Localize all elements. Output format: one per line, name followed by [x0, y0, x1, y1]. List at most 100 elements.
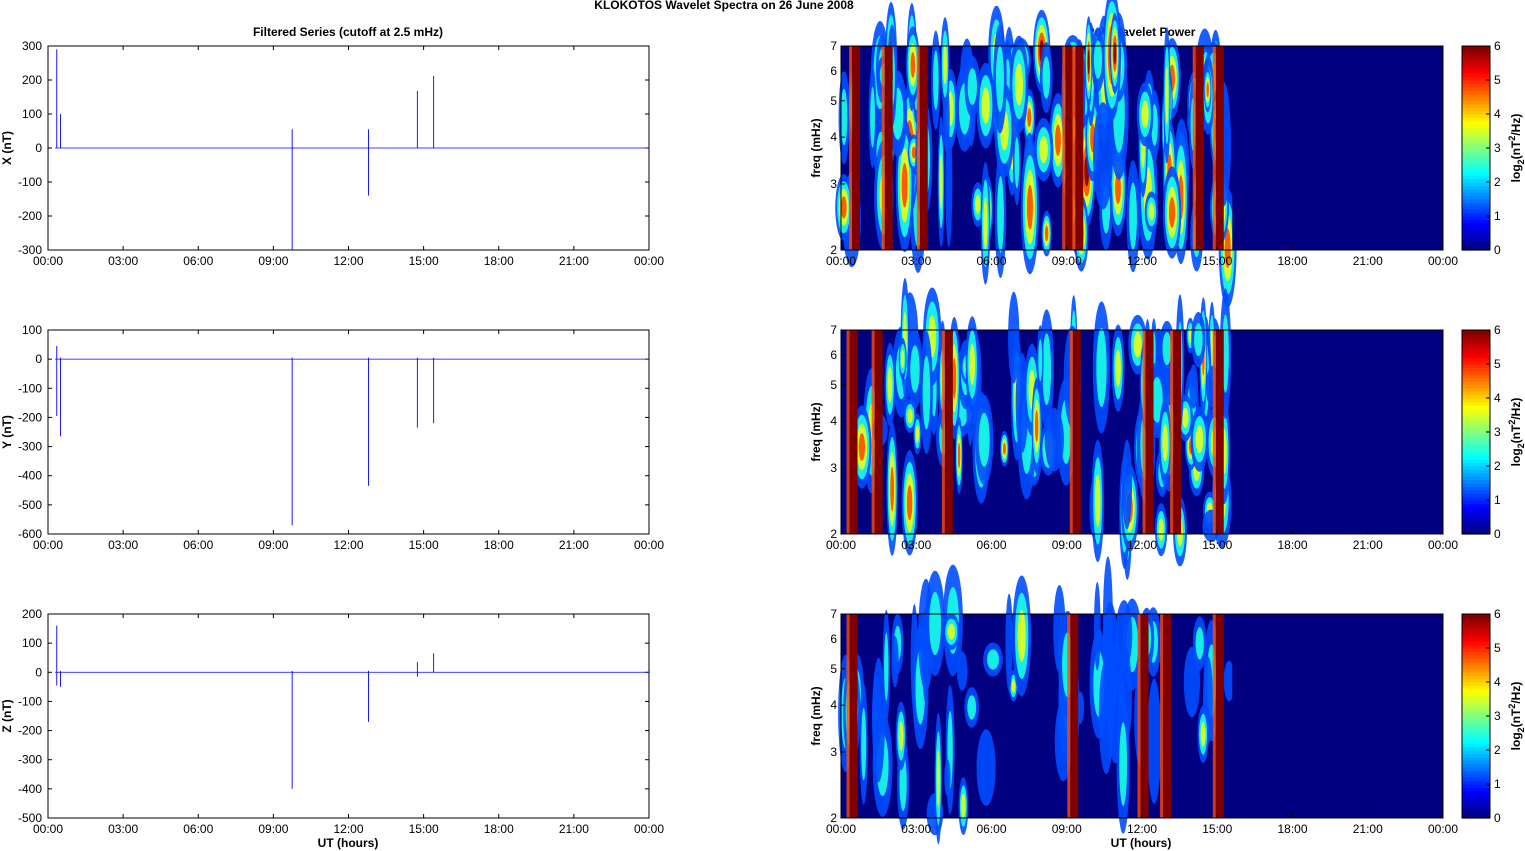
x-tick-label: 09:00 [1052, 538, 1082, 552]
x-tick-label: 12:00 [333, 538, 363, 552]
x-tick-label: 15:00 [1202, 822, 1232, 836]
heatmap-cell [1034, 410, 1039, 443]
x-tick-label: 00:00 [634, 822, 664, 836]
heatmap-cell [1094, 581, 1101, 671]
colorbar-swatch [1462, 658, 1490, 663]
colorbar-swatch [1462, 486, 1490, 491]
x-tick-label: 18:00 [484, 254, 514, 268]
heatmap-cell [900, 349, 905, 368]
colorbar-label-part: /Hz) [1509, 682, 1523, 704]
heatmap-quiet-region [1232, 614, 1443, 818]
colorbar-tick-label: 5 [1494, 357, 1501, 371]
colorbar-tick-label: 2 [1494, 175, 1501, 189]
y-tick-label: 100 [22, 323, 42, 337]
colorbar-swatch [1462, 790, 1490, 795]
heatmap-cell [1042, 56, 1051, 99]
heatmap-cell [1027, 107, 1032, 127]
colorbar-swatch [1462, 705, 1490, 710]
left-xlabel: UT (hours) [318, 836, 379, 850]
colorbar-swatch [1462, 709, 1490, 714]
heatmap-cell [944, 759, 951, 797]
colorbar-tick-label: 0 [1494, 811, 1501, 825]
heatmap-cell [1133, 331, 1142, 358]
colorbar-swatch [1462, 442, 1490, 447]
colorbar-tick-label: 4 [1494, 675, 1501, 689]
y-tick-label: -400 [18, 782, 42, 796]
colorbar-swatch [1462, 476, 1490, 481]
colorbar-swatch [1462, 503, 1490, 508]
heatmap-band [919, 46, 928, 250]
heatmap-cell [1026, 184, 1033, 230]
heatmap-band-edge [846, 614, 850, 818]
heatmap-cell [907, 408, 913, 424]
colorbar-swatch [1462, 120, 1490, 125]
colorbar-swatch [1462, 66, 1490, 71]
y-tick-label: -300 [18, 753, 42, 767]
heatmap-band-edge [846, 330, 850, 534]
x-tick-label: 00:00 [1428, 254, 1458, 268]
colorbar-swatch [1462, 148, 1490, 152]
colorbar-swatch [1462, 199, 1490, 203]
y-tick-label: -100 [18, 175, 42, 189]
colorbar-swatch [1462, 411, 1490, 416]
heatmap-quiet-region [1232, 330, 1443, 534]
heatmap-cell [1141, 100, 1149, 128]
heatmap-cell [1162, 331, 1172, 366]
x-tick-label: 03:00 [901, 254, 931, 268]
heatmap-cell [943, 44, 947, 85]
colorbar-swatch [1462, 83, 1490, 88]
heatmap-cell [952, 357, 957, 399]
colorbar-swatch [1462, 784, 1490, 788]
heatmap-cell [906, 485, 913, 521]
y-tick-label: 7 [830, 607, 837, 621]
heatmap-cell [1206, 82, 1209, 98]
heatmap-cell [1210, 328, 1214, 368]
heatmap-cell [1224, 228, 1231, 268]
heatmap-cell [1098, 658, 1114, 775]
heatmap-cell [1223, 660, 1235, 702]
x-tick-label: 12:00 [333, 822, 363, 836]
colorbar-swatch [1462, 637, 1490, 642]
heatmap-cell [1188, 327, 1193, 344]
colorbar-swatch [1462, 63, 1490, 67]
x-tick-label: 09:00 [258, 538, 288, 552]
x-tick-label: 03:00 [108, 538, 138, 552]
colorbar-swatch [1462, 107, 1490, 112]
y-tick-label: 7 [830, 39, 837, 53]
heatmap-band [1215, 330, 1224, 534]
colorbar-swatch [1462, 103, 1490, 108]
colorbar-tick-label: 6 [1494, 39, 1501, 53]
heatmap-band-edge [1142, 330, 1146, 534]
colorbar-swatch [1462, 750, 1490, 754]
heatmap-cell [1158, 518, 1164, 542]
x-tick-label: 06:00 [183, 538, 213, 552]
y-tick-label: -200 [18, 410, 42, 424]
x-tick-label: 12:00 [1127, 822, 1157, 836]
colorbar-swatch [1462, 753, 1490, 758]
colorbar-swatch [1462, 182, 1490, 186]
heatmap-cell [1165, 66, 1169, 125]
colorbar-swatch [1462, 350, 1490, 355]
heatmap-cell [1121, 439, 1133, 530]
colorbar-swatch [1462, 171, 1490, 176]
colorbar-swatch [1462, 624, 1490, 629]
heatmap-band-edge [1072, 46, 1076, 250]
heatmap-cell [1014, 137, 1020, 189]
heatmap-cell [898, 721, 904, 751]
colorbar-swatch [1462, 668, 1490, 673]
colorbar-swatch [1462, 449, 1490, 453]
colorbar-swatch [1462, 435, 1490, 440]
y-tick-label: 2 [830, 811, 837, 825]
heatmap-cell [1095, 474, 1101, 528]
heatmap-band [884, 46, 893, 250]
colorbar-swatch [1462, 236, 1490, 241]
colorbar-swatch [1462, 699, 1490, 703]
colorbar-tick-label: 2 [1494, 743, 1501, 757]
heatmap-cell [1200, 721, 1206, 747]
y-tick-label: 4 [830, 130, 837, 144]
heatmap-cell [1087, 49, 1090, 75]
colorbar-swatch [1462, 743, 1490, 748]
x-tick-label: 06:00 [183, 254, 213, 268]
y-tick-label: -600 [18, 527, 42, 541]
